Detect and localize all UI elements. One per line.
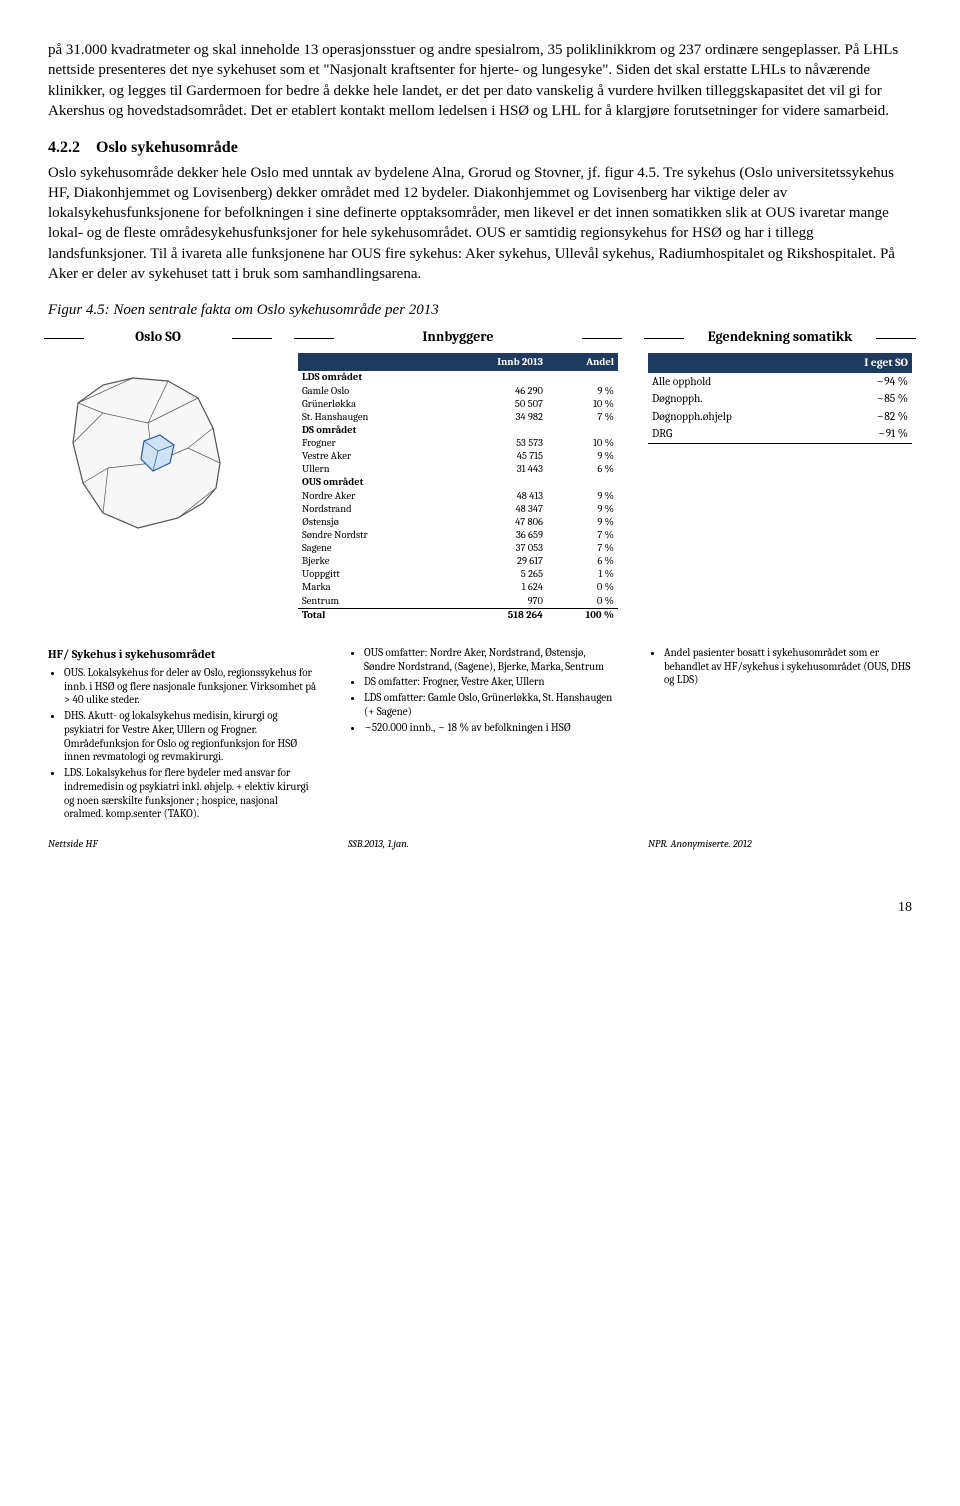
table-row: Vestre Aker45 7159 %: [298, 450, 618, 463]
table-row: Bjerke29 6176 %: [298, 555, 618, 568]
list-item: DHS. Akutt- og lokalsykehus medisin, kir…: [64, 709, 318, 764]
table-row: Nordre Aker48 4139 %: [298, 490, 618, 503]
egendekning-table: I eget SO Alle opphold~94 %Døgnopph.~85 …: [648, 353, 912, 444]
figure-caption: Figur 4.5: Noen sentrale fakta om Oslo s…: [48, 300, 912, 320]
mid-bullets-block: OUS omfatter: Nordre Aker, Nordstrand, Ø…: [348, 646, 618, 823]
innb-head-blank: [298, 353, 443, 371]
table-row: Uoppgitt5 2651 %: [298, 568, 618, 581]
col-title-right: Egendekning somatikk: [648, 328, 912, 347]
right-bullets: Andel pasienter bosatt i sykehusområdet …: [648, 646, 912, 687]
table-row: Sagene37 0537 %: [298, 542, 618, 555]
table-group-row: DS området: [298, 424, 618, 437]
source-row: Nettside HF SSB.2013, 1.jan. NPR. Anonym…: [48, 837, 912, 851]
innbyggere-table: Innb 2013 Andel LDS områdetGamle Oslo46 …: [298, 353, 618, 622]
col-innbyggere: Innbyggere Innb 2013 Andel LDS områdetGa…: [298, 328, 618, 621]
table-row: Gamle Oslo46 2909 %: [298, 385, 618, 398]
table-row: Døgnopph.~85 %: [648, 390, 912, 408]
list-item: LDS omfatter: Gamle Oslo, Grünerløkka, S…: [364, 691, 618, 719]
table-row: Frogner53 57310 %: [298, 437, 618, 450]
figure-lower-row: HF/ Sykehus i sykehusområdet OUS. Lokals…: [48, 646, 912, 823]
section-heading: 4.2.2 Oslo sykehusområde: [48, 137, 912, 159]
table-row: Alle opphold~94 %: [648, 373, 912, 391]
source-left: Nettside HF: [48, 837, 318, 851]
table-row: Grünerløkka50 50710 %: [298, 398, 618, 411]
page-number: 18: [48, 899, 912, 918]
list-item: LDS. Lokalsykehus for flere bydeler med …: [64, 766, 318, 821]
table-group-row: LDS området: [298, 371, 618, 384]
col-title-mid: Innbyggere: [298, 328, 618, 347]
mid-bullets: OUS omfatter: Nordre Aker, Nordstrand, Ø…: [348, 646, 618, 735]
table-row: DRG~91 %: [648, 425, 912, 443]
table-row: Søndre Nordstr36 6597 %: [298, 529, 618, 542]
figure-columns: Oslo SO Innbyggere Innb 2013 Andel LDS o…: [48, 328, 912, 621]
hf-title: HF/ Sykehus i sykehusområdet: [48, 646, 318, 662]
innb-head-count: Innb 2013: [443, 353, 547, 371]
section-title: Oslo sykehusområde: [96, 139, 238, 156]
col-oslo-so: Oslo SO: [48, 328, 268, 621]
egen-head-value: I eget SO: [814, 353, 912, 373]
table-row: Marka1 6240 %: [298, 581, 618, 594]
table-row: St. Hanshaugen34 9827 %: [298, 411, 618, 424]
egen-head-blank: [648, 353, 814, 373]
source-mid: SSB.2013, 1.jan.: [348, 837, 618, 851]
hf-list-block: HF/ Sykehus i sykehusområdet OUS. Lokals…: [48, 646, 318, 823]
table-total-row: Total518 264100 %: [298, 608, 618, 622]
list-item: DS omfatter: Frogner, Vestre Aker, Uller…: [364, 675, 618, 689]
section-body: Oslo sykehusområde dekker hele Oslo med …: [48, 163, 912, 285]
list-item: ~520.000 innb., ~ 18 % av befolkningen i…: [364, 721, 618, 735]
table-row: Sentrum9700 %: [298, 595, 618, 609]
table-row: Østensjø47 8069 %: [298, 516, 618, 529]
list-item: Andel pasienter bosatt i sykehusområdet …: [664, 646, 912, 687]
right-bullets-block: Andel pasienter bosatt i sykehusområdet …: [648, 646, 912, 823]
col-egendekning: Egendekning somatikk I eget SO Alle opph…: [648, 328, 912, 621]
col-title-left: Oslo SO: [48, 328, 268, 347]
section-number: 4.2.2: [48, 139, 80, 156]
table-row: Ullern31 4436 %: [298, 463, 618, 476]
map-icon: [48, 353, 248, 553]
innb-head-share: Andel: [547, 353, 618, 371]
table-row: Nordstrand48 3479 %: [298, 503, 618, 516]
hf-list: OUS. Lokalsykehus for deler av Oslo, reg…: [48, 666, 318, 821]
table-row: Døgnopph.øhjelp~82 %: [648, 408, 912, 426]
intro-paragraph: på 31.000 kvadratmeter og skal inneholde…: [48, 40, 912, 121]
table-group-row: OUS området: [298, 476, 618, 489]
source-right: NPR. Anonymiserte. 2012: [648, 837, 912, 851]
list-item: OUS. Lokalsykehus for deler av Oslo, reg…: [64, 666, 318, 707]
list-item: OUS omfatter: Nordre Aker, Nordstrand, Ø…: [364, 646, 618, 674]
